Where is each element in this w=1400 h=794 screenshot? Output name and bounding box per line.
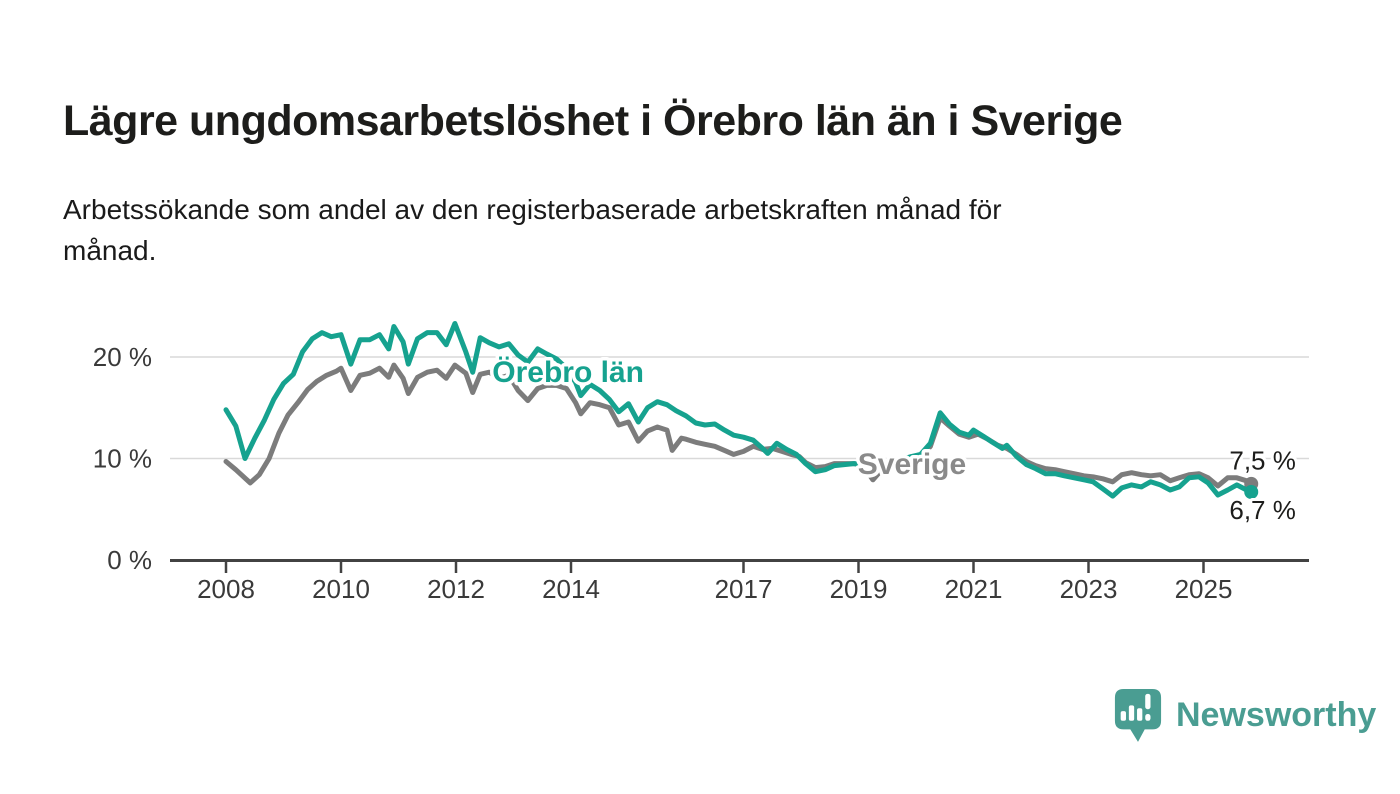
chart-subtitle: Arbetssökande som andel av den registerb… <box>63 194 1002 266</box>
series-label-sverige: Sverige <box>858 448 966 481</box>
x-axis-label: 2012 <box>427 574 485 604</box>
x-axis-label: 2017 <box>715 574 773 604</box>
end-value-label-orebro-lan: 6,7 % <box>1229 495 1296 525</box>
x-axis-label: 2019 <box>830 574 888 604</box>
series-end-dot-orebro-lan <box>1244 484 1259 499</box>
line-chart-canvas: 0 % 10 % 20 % 2008 2010 2012 2014 2017 2019 2021 2… <box>93 321 1309 604</box>
x-axis-label: 2014 <box>542 574 600 604</box>
line-chart: 0 % 10 % 20 % 2008 2010 2012 2014 2017 2019 2021 2… <box>0 280 1400 614</box>
series-label-orebro-lan: Örebro län <box>492 356 644 389</box>
newsworthy-logo-icon <box>1114 689 1162 742</box>
x-axis-label: 2025 <box>1175 574 1233 604</box>
x-axis-label: 2023 <box>1060 574 1118 604</box>
brand-name: Newsworthy <box>1176 696 1377 734</box>
x-axis-label: 2008 <box>197 574 255 604</box>
x-axis-label: 2021 <box>945 574 1003 604</box>
series-line-sverige <box>223 362 1254 489</box>
y-axis-label: 20 % <box>93 342 152 372</box>
y-axis-label: 0 % <box>107 545 152 575</box>
newsworthy-logo: Newsworthy <box>1113 686 1376 744</box>
chart-title: Lägre ungdomsarbetslöshet i Örebro län ä… <box>63 96 1123 145</box>
y-axis-label: 10 % <box>93 444 152 474</box>
series-line-orebro-lan <box>223 321 1254 499</box>
x-axis-label: 2010 <box>312 574 370 604</box>
end-value-label-sverige: 7,5 % <box>1229 446 1296 476</box>
